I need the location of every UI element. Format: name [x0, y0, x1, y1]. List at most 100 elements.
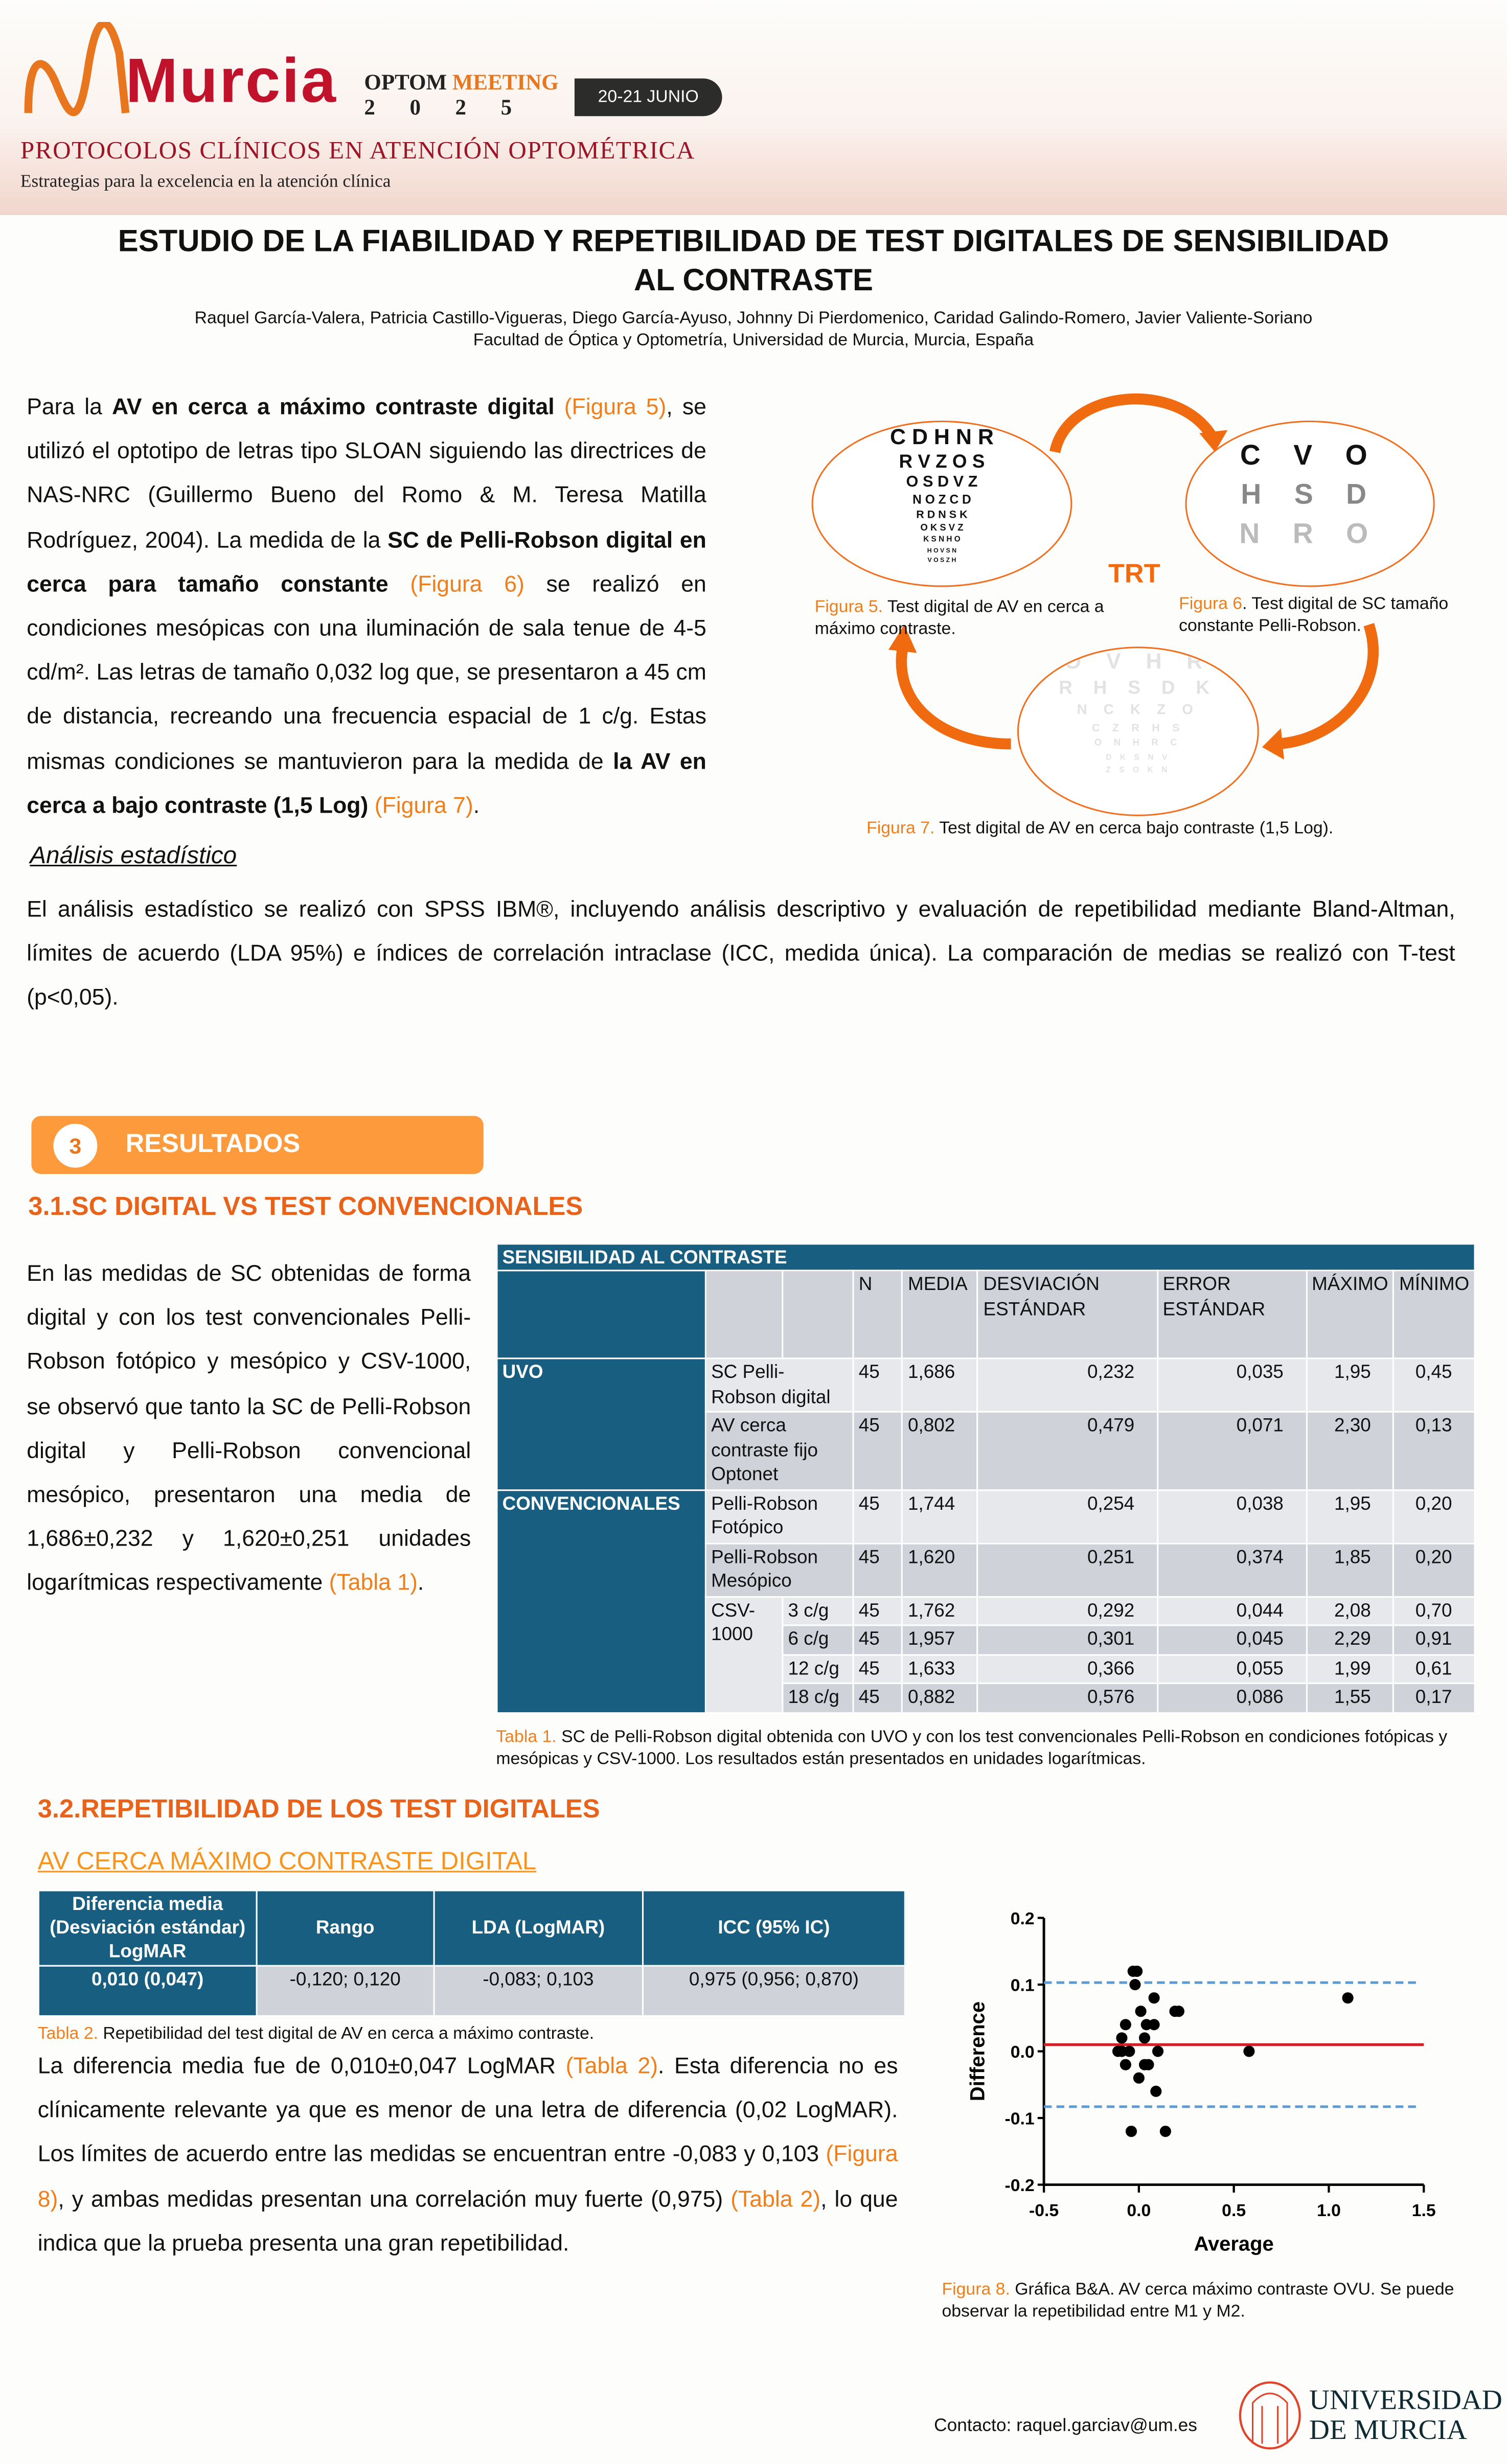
frequency: 3 c/g	[782, 1595, 854, 1626]
group-label: CONVENCIONALES	[496, 1488, 706, 1713]
trt-label: TRT	[1108, 559, 1160, 589]
table-cell: 2,29	[1305, 1624, 1395, 1655]
col-header: Rango	[256, 1890, 435, 1967]
figure-8-caption: Figura 8. Gráfica B&A. AV cerca máximo c…	[942, 2280, 1454, 2321]
chart-row: C D H N R	[889, 424, 994, 449]
university-seal-icon	[1239, 2381, 1301, 2450]
cycle-arrows-icon	[888, 393, 1379, 760]
table-cell: 0,232	[977, 1357, 1158, 1413]
chart-row: V O S Z H	[927, 556, 956, 564]
table-cell: 0,045	[1156, 1624, 1307, 1655]
stats-paragraph: El análisis estadístico se realizó con S…	[27, 897, 1455, 1011]
results-label: RESULTADOS	[125, 1130, 301, 1159]
table-cell: 45	[852, 1357, 903, 1413]
test-name: Pelli-Robson Mesópico	[704, 1542, 854, 1597]
figure-7-caption: Figura 7. Test digital de AV en cerca ba…	[866, 819, 1334, 838]
data-point	[1120, 2059, 1131, 2070]
table-cell: 0,576	[977, 1682, 1158, 1713]
table-cell: 0,61	[1392, 1653, 1476, 1684]
table-cell: 0,251	[977, 1542, 1158, 1597]
figure-7-chart: O V H R R H S D K N C K Z O C Z R H S O …	[1017, 647, 1259, 816]
frequency: 6 c/g	[782, 1624, 854, 1655]
murcia-logo-icon	[24, 21, 130, 116]
y-tick-label: 0.2	[1011, 1909, 1035, 1928]
x-axis-label: Average	[1194, 2233, 1274, 2255]
chart-row: O N H R C	[1094, 739, 1182, 749]
section-3-2-subheading: AV CERCA MÁXIMO CONTRASTE DIGITAL	[37, 1849, 537, 1876]
table-cell: 45	[852, 1682, 903, 1713]
table-cell: 45	[852, 1595, 903, 1626]
table-cell: 0,366	[977, 1653, 1158, 1684]
table-cell: 0,17	[1392, 1682, 1476, 1713]
table-cell: 1,620	[901, 1542, 979, 1597]
event-year: 2025	[364, 97, 546, 121]
table-row: AV cerca contraste fijo Optonet 45 0,802 0,…	[497, 1411, 1476, 1490]
x-tick-label: -0.5	[1029, 2201, 1059, 2220]
col-header: MÁXIMO	[1305, 1270, 1395, 1360]
table-row: Pelli-Robson Mesópico 45 1,620 0,251 0,374 1,…	[497, 1542, 1476, 1597]
table-row: CSV-1000 3 c/g 45 1,762 0,292 0,044 2,08 0,70	[497, 1595, 1476, 1713]
x-tick-label: 1.0	[1317, 2201, 1341, 2220]
table-cell: 0,45	[1392, 1357, 1476, 1413]
protocol-subtitle: Estrategias para la excelencia en la ate…	[20, 172, 391, 192]
table-row: UVO SC Pelli-Robson digital 45 1,686 0,232 0,…	[496, 1357, 1476, 1490]
chart-row: K S N H O	[923, 535, 961, 545]
chart-row: R H S D K	[1059, 676, 1218, 699]
table-cell: 1,957	[901, 1624, 979, 1655]
chart-row: D K S N V	[1106, 753, 1171, 763]
data-point	[1135, 2006, 1147, 2017]
table-cell: 0,975 (0,956; 0,870)	[642, 1965, 906, 2017]
table-cell: -0,120; 0,120	[256, 1965, 435, 2017]
chart-row: N R O	[1239, 518, 1381, 549]
x-tick-label: 1.5	[1412, 2201, 1436, 2220]
results-banner	[31, 1116, 484, 1174]
frequency: 18 c/g	[782, 1682, 854, 1713]
table-cell: 0,91	[1392, 1624, 1476, 1655]
table-cell: 0,70	[1392, 1595, 1476, 1626]
table-cell: 45	[852, 1488, 903, 1544]
poster-title: ESTUDIO DE LA FIABILIDAD Y REPETIBILIDAD…	[118, 224, 1389, 298]
chart-row: N C K Z O	[1077, 701, 1200, 718]
table-cell: 45	[852, 1653, 903, 1684]
test-name: AV cerca contraste fijo Optonet	[704, 1411, 854, 1490]
data-point	[1120, 2019, 1131, 2031]
chart-row: C Z R H S	[1091, 723, 1184, 735]
col-header: MEDIA	[901, 1270, 979, 1360]
title-block: ESTUDIO DE LA FIABILIDAD Y REPETIBILIDAD…	[63, 223, 1444, 352]
table-cell: 1,95	[1305, 1488, 1395, 1544]
data-point	[1148, 1992, 1160, 2004]
table-cell: 45	[852, 1624, 903, 1655]
affiliation: Facultad de Óptica y Optometría, Univers…	[473, 331, 1034, 350]
table-cell: 0,802	[901, 1411, 979, 1490]
table-1-caption: Tabla 1. SC de Pelli-Robson digital obte…	[496, 1727, 1448, 1768]
col-header: N	[852, 1270, 903, 1360]
y-tick-label: 0.1	[1011, 1975, 1035, 1995]
table-cell: 1,633	[901, 1653, 979, 1684]
repeatability-paragraph: La diferencia media fue de 0,010±0,047 L…	[37, 2054, 898, 2257]
contact: Contacto: raquel.garciav@um.es	[934, 2417, 1197, 2436]
table-1: SENSIBILIDAD AL CONTRASTE N MEDIA DESVIA…	[496, 1243, 1476, 1713]
protocol-title: PROTOCOLOS CLÍNICOS EN ATENCIÓN OPTOMÉTR…	[20, 138, 695, 165]
results-number: 3	[53, 1123, 98, 1168]
table-cell: 0,035	[1156, 1357, 1307, 1413]
data-point	[1129, 1978, 1141, 1991]
authors: Raquel García-Valera, Patricia Castillo-…	[63, 308, 1444, 352]
chart-row: H O V S N	[927, 546, 957, 554]
table-1-block: SENSIBILIDAD AL CONTRASTE N MEDIA DESVIA…	[496, 1243, 1476, 1769]
table-cell: 0,010 (0,047)	[37, 1965, 258, 2017]
table-cell: 0,292	[977, 1595, 1158, 1626]
test-name: CSV-1000	[704, 1595, 784, 1713]
table-row: 18 c/g 45 0,882 0,576 0,086 1,55 0,17	[497, 1682, 1476, 1713]
data-point	[1131, 1965, 1143, 1977]
chart-row: N O Z C D	[912, 493, 971, 507]
table-row: 12 c/g 45 1,633 0,366 0,055 1,99 0,61	[497, 1653, 1476, 1684]
bland-altman-chart: 0.2 0.1 0.0 -0.1 -0.2 -0.5 0.0 0.5 1.0 1.5 Average…	[966, 1909, 1436, 2255]
table-cell: 1,95	[1305, 1357, 1395, 1413]
group-label: UVO	[496, 1357, 706, 1490]
col-header: ERROR ESTÁNDAR	[1156, 1270, 1307, 1360]
data-point	[1116, 2032, 1128, 2044]
table-1-title: SENSIBILIDAD AL CONTRASTE	[496, 1243, 1476, 1272]
y-tick-label: -0.1	[1004, 2109, 1034, 2128]
table-cell: 2,08	[1305, 1595, 1395, 1626]
